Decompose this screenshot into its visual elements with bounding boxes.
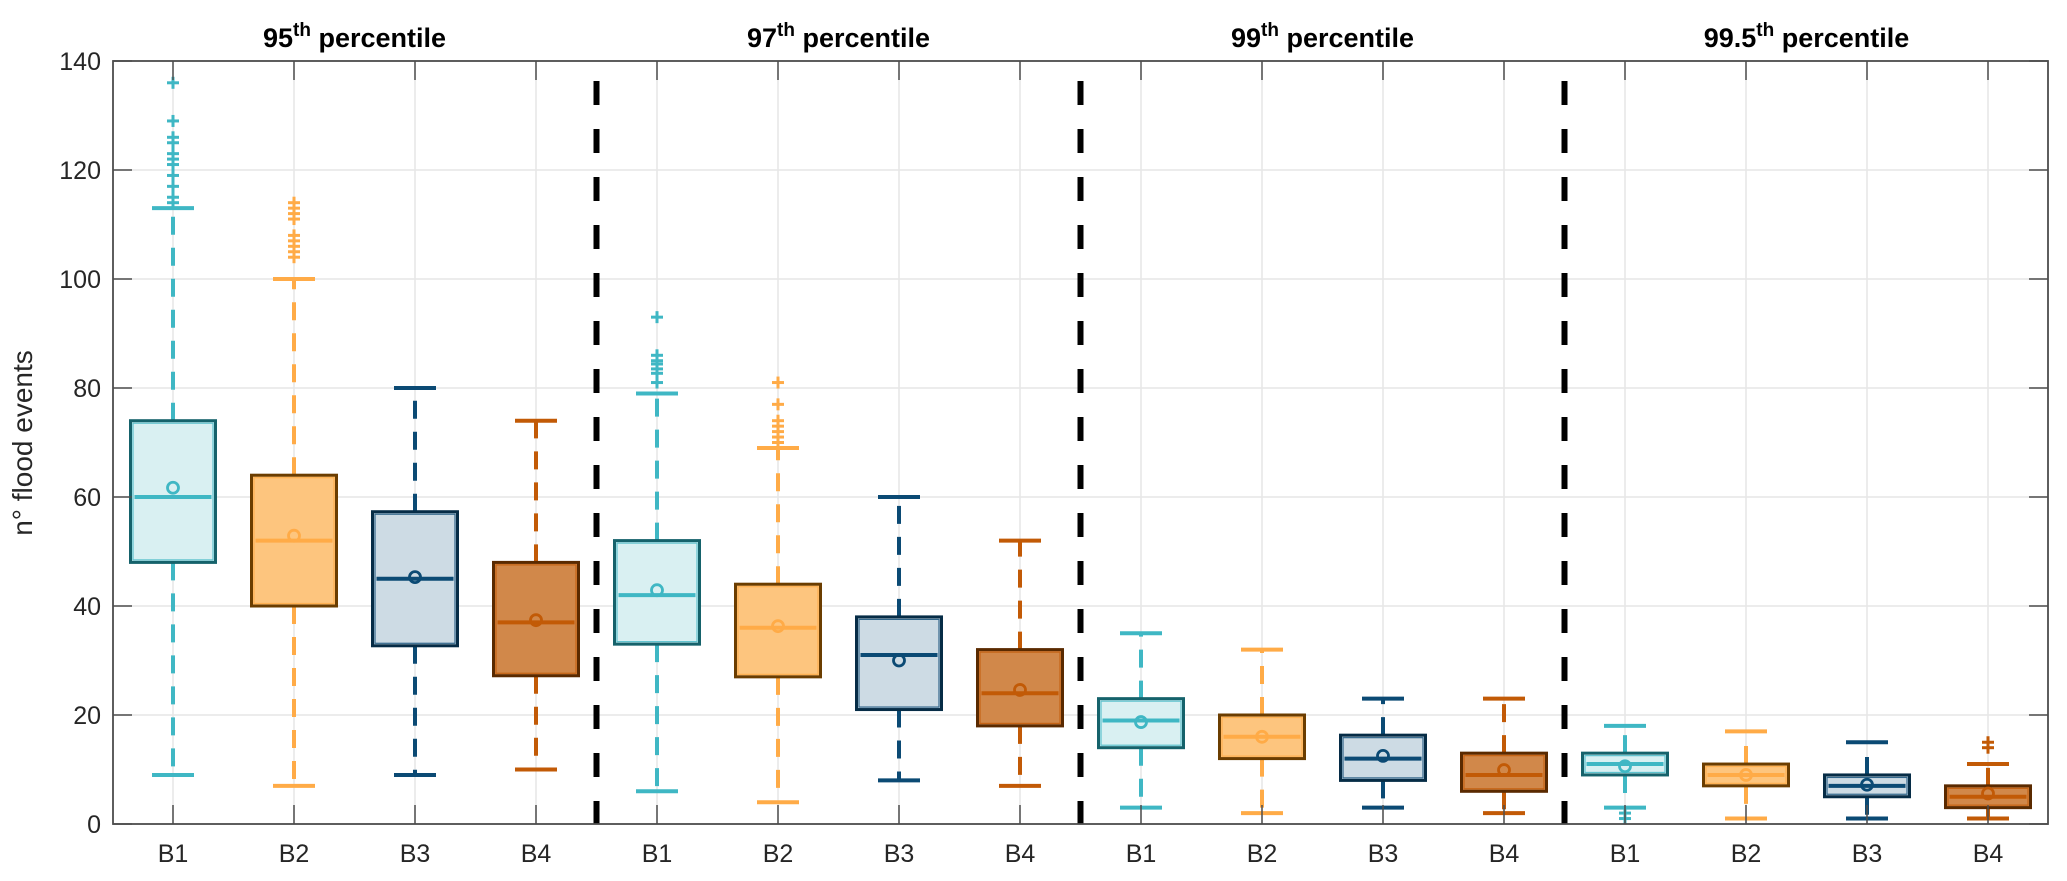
box-b2 bbox=[1702, 729, 1790, 821]
group-titles: 95th percentile 97th percentile 99th perce… bbox=[263, 20, 1909, 53]
mean-marker bbox=[1618, 759, 1632, 774]
iqr-box bbox=[492, 560, 580, 678]
iqr-box-inner bbox=[132, 422, 214, 561]
group-title-text: percentile bbox=[1774, 23, 1909, 53]
axes-frame bbox=[112, 60, 2049, 825]
box-b1 bbox=[613, 311, 701, 794]
iqr-box-inner bbox=[374, 513, 456, 644]
mean-marker bbox=[1255, 729, 1269, 744]
iqr-box-inner bbox=[495, 564, 577, 674]
iqr-box-inner bbox=[979, 651, 1061, 724]
iqr-box-inner bbox=[858, 618, 940, 708]
x-tick-label: B4 bbox=[1005, 840, 1036, 868]
mean-marker bbox=[892, 653, 906, 668]
y-tick-label: 140 bbox=[59, 48, 101, 76]
mean-marker bbox=[287, 528, 301, 543]
y-tick-label: 100 bbox=[59, 266, 101, 294]
mean-marker bbox=[1739, 768, 1753, 782]
group-title-text: percentile bbox=[795, 23, 930, 53]
box-b3 bbox=[1823, 740, 1911, 821]
x-tick-label: B3 bbox=[1368, 840, 1399, 868]
iqr-box-inner bbox=[253, 477, 335, 605]
group-title-superscript: th bbox=[777, 20, 795, 41]
x-tick-label: B4 bbox=[1489, 840, 1520, 868]
box-b4 bbox=[976, 538, 1064, 788]
mean-marker bbox=[650, 583, 664, 598]
group-title-number: 95 bbox=[263, 23, 293, 53]
iqr-box bbox=[613, 539, 701, 646]
box-b2 bbox=[1218, 647, 1306, 816]
mean-marker bbox=[1981, 786, 1995, 801]
box-b1 bbox=[1581, 723, 1669, 825]
box-b1 bbox=[1097, 631, 1185, 810]
iqr-box-inner bbox=[737, 586, 819, 675]
iqr-box-inner bbox=[1705, 765, 1787, 784]
x-tick-label: B2 bbox=[1731, 840, 1762, 868]
y-tick-label: 20 bbox=[73, 702, 101, 730]
group-title: 99th percentile bbox=[1231, 20, 1414, 53]
iqr-box-inner bbox=[1826, 776, 1908, 795]
mean-marker bbox=[1860, 777, 1874, 792]
y-axis-label: n° flood events bbox=[7, 350, 38, 536]
iqr-box bbox=[1097, 697, 1185, 750]
group-title-number: 99 bbox=[1231, 23, 1261, 53]
iqr-box-inner bbox=[1221, 716, 1303, 757]
iqr-box-inner bbox=[616, 542, 698, 643]
box-b3 bbox=[855, 495, 943, 783]
box-b2 bbox=[250, 196, 338, 788]
x-tick-label: B1 bbox=[1126, 840, 1157, 868]
mean-marker bbox=[408, 570, 422, 585]
group-title-superscript: th bbox=[1756, 20, 1774, 41]
mean-marker bbox=[1497, 763, 1511, 777]
group-title: 97th percentile bbox=[747, 20, 930, 53]
mean-marker bbox=[1013, 683, 1027, 697]
iqr-box bbox=[1460, 751, 1548, 793]
x-tick-label: B3 bbox=[1852, 840, 1883, 868]
x-tick-label: B3 bbox=[400, 840, 431, 868]
box-b4 bbox=[492, 418, 580, 772]
iqr-box-inner bbox=[1342, 737, 1424, 779]
y-tick-label: 120 bbox=[59, 157, 101, 185]
x-tick-label: B1 bbox=[158, 840, 189, 868]
x-tick-label: B3 bbox=[884, 840, 915, 868]
box-b3 bbox=[1339, 696, 1427, 810]
y-tick-label: 60 bbox=[73, 484, 101, 512]
mean-marker bbox=[1134, 715, 1148, 729]
iqr-box-inner bbox=[1463, 755, 1545, 790]
group-title-superscript: th bbox=[1261, 20, 1279, 41]
group-title-text: percentile bbox=[1279, 23, 1414, 53]
group-title-number: 97 bbox=[747, 23, 777, 53]
x-tick-label: B1 bbox=[642, 840, 673, 868]
group-title-number: 99.5 bbox=[1704, 23, 1757, 53]
box-layer bbox=[129, 76, 2032, 825]
x-tick-label: B2 bbox=[763, 840, 794, 868]
axes: 0 20 40 60 80 100 120 140 B1 B2 B3 B4 B1 B2 B3 B4 B1 B2 B3… bbox=[59, 48, 2049, 868]
y-tick-label: 80 bbox=[73, 375, 101, 403]
mean-marker bbox=[529, 613, 543, 628]
iqr-box bbox=[976, 648, 1064, 728]
group-title-text: percentile bbox=[311, 23, 446, 53]
y-tick-label: 0 bbox=[87, 811, 101, 839]
mean-marker bbox=[1376, 748, 1390, 763]
iqr-box bbox=[855, 615, 943, 712]
x-tick-label: B2 bbox=[1247, 840, 1278, 868]
mean-marker bbox=[166, 480, 180, 495]
iqr-box bbox=[129, 419, 217, 564]
mean-marker bbox=[771, 619, 785, 634]
box-b4 bbox=[1460, 696, 1548, 816]
x-tick-label: B4 bbox=[1973, 840, 2004, 868]
group-title-superscript: th bbox=[293, 20, 311, 41]
x-tick-label: B4 bbox=[521, 840, 552, 868]
group-title: 99.5th percentile bbox=[1704, 20, 1910, 53]
x-tick-label: B1 bbox=[1610, 840, 1641, 868]
box-b2 bbox=[734, 376, 822, 805]
box-b1 bbox=[129, 76, 217, 777]
box-b3 bbox=[371, 386, 459, 777]
x-tick-label: B2 bbox=[279, 840, 310, 868]
y-tick-label: 40 bbox=[73, 593, 101, 621]
group-title: 95th percentile bbox=[263, 20, 446, 53]
iqr-box-inner bbox=[1100, 700, 1182, 746]
